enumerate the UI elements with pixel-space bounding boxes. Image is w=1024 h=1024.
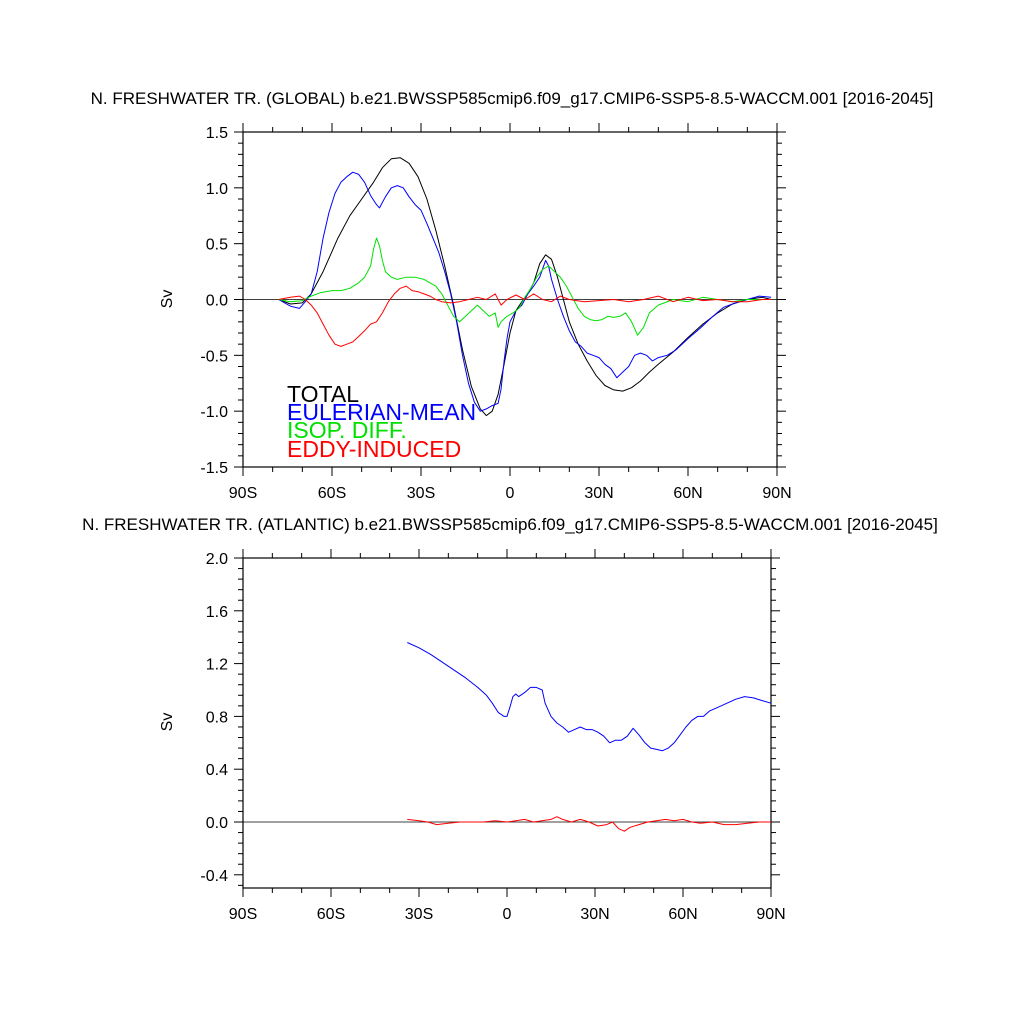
atlantic-y-tick-label: 0.8 <box>206 709 228 726</box>
global-x-tick-label: 90N <box>762 485 791 502</box>
atlantic-y-axis-label: Sv <box>159 713 176 732</box>
atlantic-line-series-eulerian <box>407 642 772 752</box>
atlantic-x-tick-label: 30S <box>405 906 433 923</box>
global-line-isop-diff <box>278 237 772 336</box>
atlantic-chart-title: N. FRESHWATER TR. (ATLANTIC) b.e21.BWSSP… <box>82 515 938 534</box>
global-x-tick-label: 30N <box>584 485 613 502</box>
atlantic-series-lines <box>407 642 772 832</box>
global-y-tick-label: 0.0 <box>206 293 228 310</box>
global-x-tick-label: 60S <box>318 485 346 502</box>
atlantic-x-tick-label: 90N <box>756 906 785 923</box>
legend-label-isop-diff: ISOP. DIFF. <box>287 417 407 443</box>
global-x-tick-label: 60N <box>673 485 702 502</box>
global-x-tick-label: 30S <box>407 485 435 502</box>
global-y-tick-label: -1.5 <box>200 460 228 477</box>
atlantic-y-tick-label: 0.0 <box>206 815 228 832</box>
global-line-eddy-induced <box>278 285 772 347</box>
global-y-tick-label: 1.0 <box>206 181 228 198</box>
global-series-lines <box>278 157 772 417</box>
atlantic-x-tick-label: 60N <box>668 906 697 923</box>
legend-label-eulerian-mean: EULERIAN-MEAN <box>287 399 476 425</box>
atlantic-x-tick-label: 90S <box>229 906 257 923</box>
global-y-tick-label: -1.0 <box>200 404 228 421</box>
global-y-tick-label: -0.5 <box>200 348 228 365</box>
atlantic-x-tick-label: 60S <box>317 906 345 923</box>
atlantic-line-series-eddy <box>407 816 771 832</box>
legend-label-eddy-induced: EDDY-INDUCED <box>287 436 461 462</box>
atlantic-x-tick-label: 30N <box>580 906 609 923</box>
legend-label-total: TOTAL <box>287 381 359 407</box>
global-axes: 90S 60S 30S 0 30N 60N 90N -1.5 -1.0 -0.5 0.0 0.5 1.0… <box>200 123 792 502</box>
atlantic-x-tick-label: 0 <box>503 906 512 923</box>
atlantic-y-tick-label: 0.4 <box>206 762 228 779</box>
global-y-tick-label: 1.5 <box>206 125 228 142</box>
global-panel: N. FRESHWATER TR. (GLOBAL) b.e21.BWSSP58… <box>91 89 934 502</box>
global-chart-title: N. FRESHWATER TR. (GLOBAL) b.e21.BWSSP58… <box>91 89 934 108</box>
global-y-tick-label: 0.5 <box>206 237 228 254</box>
global-y-axis-label: Sv <box>159 290 176 309</box>
atlantic-axes: 90S 60S 30S 0 30N 60N 90N -0.4 0.0 0.4 0.8 1.2 1.6 2.… <box>200 549 786 923</box>
global-line-eulerian-mean <box>278 171 772 412</box>
global-x-tick-label: 90S <box>229 485 257 502</box>
atlantic-y-tick-label: -0.4 <box>200 868 228 885</box>
atlantic-y-tick-label: 1.6 <box>206 604 228 621</box>
atlantic-y-tick-label: 2.0 <box>206 551 228 568</box>
atlantic-y-tick-label: 1.2 <box>206 657 228 674</box>
atlantic-panel: N. FRESHWATER TR. (ATLANTIC) b.e21.BWSSP… <box>82 515 938 923</box>
global-legend: TOTAL EULERIAN-MEAN ISOP. DIFF. EDDY-IND… <box>287 381 476 462</box>
global-line-total <box>278 157 772 417</box>
global-x-tick-label: 0 <box>506 485 515 502</box>
